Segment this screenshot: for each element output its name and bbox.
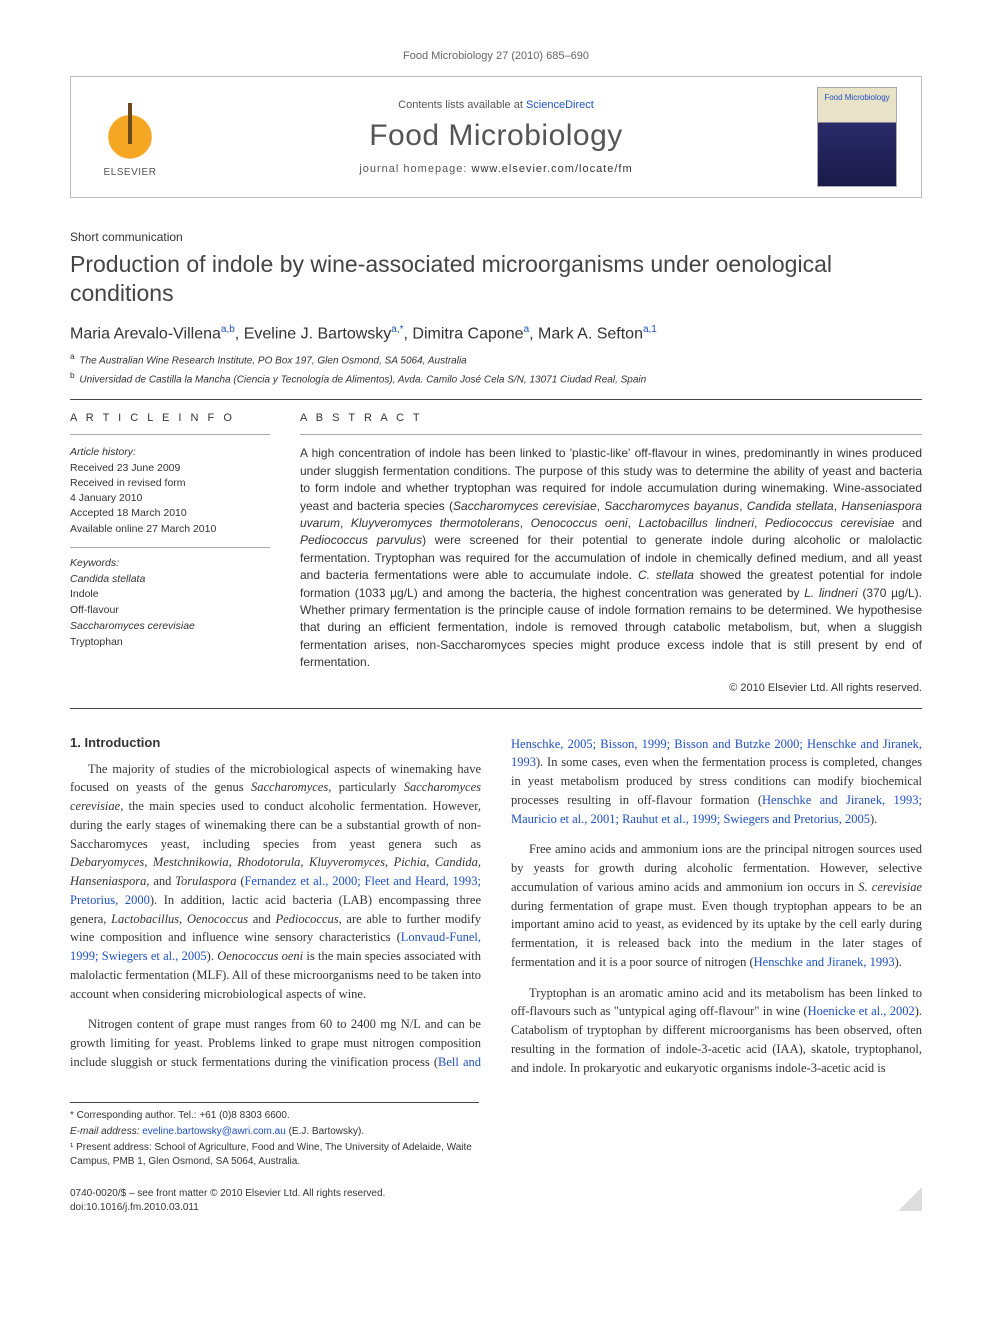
email-link[interactable]: eveline.bartowsky@awri.com.au bbox=[142, 1126, 286, 1137]
publisher-label: ELSEVIER bbox=[104, 167, 157, 178]
paragraph: The majority of studies of the microbiol… bbox=[70, 760, 481, 1004]
history-label: Article history: bbox=[70, 445, 270, 460]
homepage-url[interactable]: www.elsevier.com/locate/fm bbox=[472, 163, 633, 175]
footnotes: * Corresponding author. Tel.: +61 (0)8 8… bbox=[70, 1102, 479, 1169]
contents-prefix: Contents lists available at bbox=[398, 99, 526, 111]
author-list: Maria Arevalo-Villenaa,b, Eveline J. Bar… bbox=[70, 324, 922, 343]
email-line: E-mail address: eveline.bartowsky@awri.c… bbox=[70, 1125, 479, 1139]
email-tail: (E.J. Bartowsky). bbox=[286, 1126, 364, 1137]
page-corner-icon bbox=[898, 1187, 922, 1214]
keyword-item: Tryptophan bbox=[70, 635, 270, 651]
history-received: Received 23 June 2009 bbox=[70, 461, 270, 476]
elsevier-logo-icon bbox=[96, 96, 164, 164]
keywords-block: Keywords: Candida stellataIndoleOff-flav… bbox=[70, 556, 270, 651]
present-address: ¹ Present address: School of Agriculture… bbox=[70, 1141, 479, 1169]
article-info-heading: A R T I C L E I N F O bbox=[70, 412, 270, 424]
keyword-item: Indole bbox=[70, 587, 270, 603]
bottom-bar: 0740-0020/$ – see front matter © 2010 El… bbox=[70, 1187, 922, 1214]
journal-cover-thumb: Food Microbiology bbox=[817, 87, 897, 187]
abstract-text: A high concentration of indole has been … bbox=[300, 445, 922, 671]
section-heading-1: 1. Introduction bbox=[70, 735, 481, 750]
running-head: Food Microbiology 27 (2010) 685–690 bbox=[70, 50, 922, 62]
abstract-copyright: © 2010 Elsevier Ltd. All rights reserved… bbox=[300, 682, 922, 694]
keywords-label: Keywords: bbox=[70, 556, 270, 572]
paragraph: Free amino acids and ammonium ions are t… bbox=[511, 840, 922, 971]
issn-line: 0740-0020/$ – see front matter © 2010 El… bbox=[70, 1187, 385, 1201]
keyword-item: Candida stellata bbox=[70, 572, 270, 588]
abstract-heading: A B S T R A C T bbox=[300, 412, 922, 424]
homepage-line: journal homepage: www.elsevier.com/locat… bbox=[185, 163, 807, 175]
journal-name: Food Microbiology bbox=[185, 119, 807, 153]
history-accepted: Accepted 18 March 2010 bbox=[70, 506, 270, 521]
keyword-item: Off-flavour bbox=[70, 603, 270, 619]
thin-rule bbox=[70, 434, 270, 435]
sciencedirect-link[interactable]: ScienceDirect bbox=[526, 99, 594, 111]
homepage-prefix: journal homepage: bbox=[359, 163, 471, 175]
cover-thumb-label: Food Microbiology bbox=[818, 93, 896, 102]
corresponding-author: * Corresponding author. Tel.: +61 (0)8 8… bbox=[70, 1109, 479, 1123]
affiliation: a The Australian Wine Research Institute… bbox=[70, 351, 922, 366]
rule bbox=[70, 708, 922, 709]
abstract-column: A B S T R A C T A high concentration of … bbox=[300, 412, 922, 693]
article-type: Short communication bbox=[70, 230, 922, 244]
body-columns: 1. Introduction The majority of studies … bbox=[70, 735, 922, 1081]
article-title: Production of indole by wine-associated … bbox=[70, 250, 922, 308]
history-online: Available online 27 March 2010 bbox=[70, 522, 270, 537]
history-revised-1: Received in revised form bbox=[70, 476, 270, 491]
history-revised-2: 4 January 2010 bbox=[70, 491, 270, 506]
email-label: E-mail address: bbox=[70, 1126, 142, 1137]
thin-rule bbox=[300, 434, 922, 435]
rule bbox=[70, 399, 922, 400]
keyword-item: Saccharomyces cerevisiae bbox=[70, 619, 270, 635]
paragraph: Tryptophan is an aromatic amino acid and… bbox=[511, 984, 922, 1078]
article-history: Article history: Received 23 June 2009 R… bbox=[70, 445, 270, 650]
affiliation: b Universidad de Castilla la Mancha (Cie… bbox=[70, 370, 922, 385]
contents-line: Contents lists available at ScienceDirec… bbox=[185, 99, 807, 111]
masthead-center: Contents lists available at ScienceDirec… bbox=[185, 99, 807, 175]
publisher-block: ELSEVIER bbox=[85, 96, 175, 178]
journal-masthead: ELSEVIER Contents lists available at Sci… bbox=[70, 76, 922, 198]
article-info-column: A R T I C L E I N F O Article history: R… bbox=[70, 412, 270, 693]
doi-line: doi:10.1016/j.fm.2010.03.011 bbox=[70, 1201, 385, 1215]
issn-doi-block: 0740-0020/$ – see front matter © 2010 El… bbox=[70, 1187, 385, 1214]
